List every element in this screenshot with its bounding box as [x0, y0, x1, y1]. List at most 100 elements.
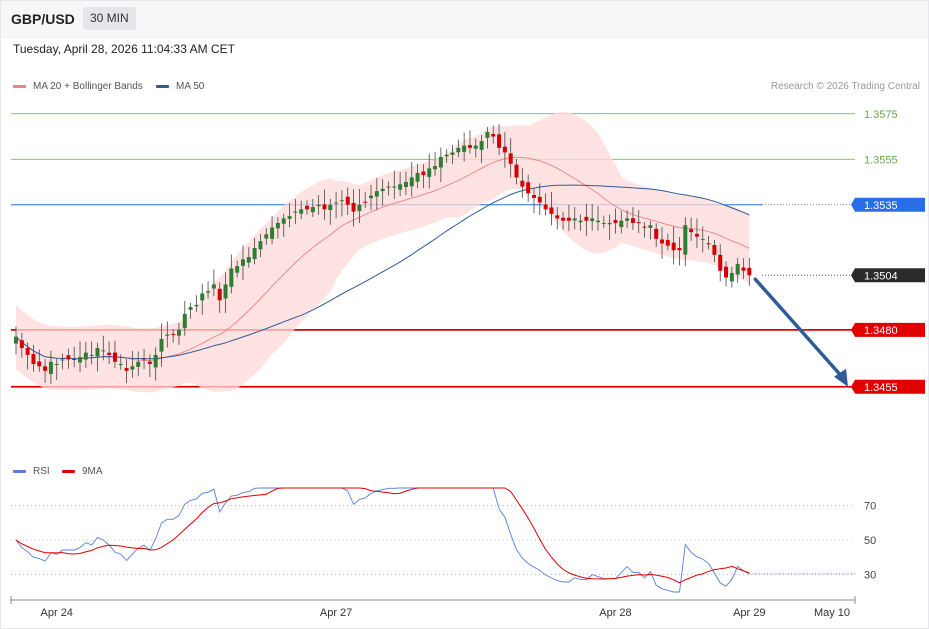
- candle-body: [473, 145, 478, 149]
- candle-body: [537, 196, 542, 203]
- legend-rsi-ma: 9MA: [62, 466, 103, 477]
- candle-body: [438, 156, 443, 168]
- candle-body: [136, 361, 141, 367]
- timeframe-button[interactable]: 30 MIN: [83, 7, 136, 30]
- candle-body: [95, 348, 100, 357]
- legend-rsi-label: RSI: [33, 466, 50, 477]
- candle-body: [37, 361, 42, 367]
- candle-body: [444, 154, 449, 157]
- candle-body: [636, 222, 641, 224]
- candle-body: [66, 355, 71, 360]
- candle-body: [54, 364, 59, 365]
- candle-body: [526, 182, 531, 194]
- rsi-ma-line: [15, 487, 750, 584]
- legend-bollinger: MA 20 + Bollinger Bands: [13, 81, 143, 92]
- candle-body: [409, 177, 414, 187]
- pivot-label: 1.3535: [864, 200, 898, 212]
- candle-body: [25, 348, 30, 355]
- candle-body: [345, 196, 350, 205]
- candle-body: [497, 134, 502, 148]
- candle-body: [508, 153, 513, 164]
- candle-body: [665, 240, 670, 246]
- candles: [14, 124, 752, 385]
- candle-body: [741, 267, 746, 271]
- candle-body: [305, 205, 309, 210]
- candle-body: [724, 266, 729, 278]
- price-levels: 1.3575 1.3555 1.3535 1.3504 1.3480 1.3455: [11, 109, 925, 394]
- candle-body: [450, 152, 455, 155]
- candle-body: [78, 357, 83, 363]
- candle-body: [229, 268, 234, 287]
- candle-body: [613, 220, 618, 223]
- candle-body: [83, 352, 88, 360]
- candle-body: [462, 145, 467, 152]
- candle-body: [427, 168, 432, 177]
- candle-body: [433, 166, 438, 170]
- candle-body: [543, 204, 548, 210]
- candle-body: [60, 359, 65, 361]
- x-tick-label: Apr 29: [733, 607, 765, 619]
- target-label: 1.3575: [864, 109, 898, 121]
- candle-body: [566, 217, 571, 221]
- chart-header: GBP/USD 30 MIN: [0, 0, 929, 38]
- candle-body: [89, 354, 94, 356]
- candle-body: [240, 259, 245, 266]
- ma50-swatch: [156, 85, 169, 88]
- legend-bollinger-label: MA 20 + Bollinger Bands: [33, 81, 143, 92]
- candle-body: [619, 220, 624, 228]
- pivot-tag: [851, 197, 925, 212]
- candle-body: [48, 361, 53, 374]
- candle-body: [601, 222, 606, 224]
- candle-body: [107, 352, 112, 355]
- candle-body: [386, 186, 391, 188]
- candle-body: [43, 366, 48, 371]
- rsi-tick-label: 70: [864, 500, 876, 512]
- rsi-panel: 70 50 30: [11, 487, 876, 593]
- candle-body: [694, 233, 699, 237]
- support-tag: [851, 322, 925, 337]
- symbol-title: GBP/USD: [11, 11, 75, 27]
- candle-body: [363, 201, 368, 203]
- candle-body: [281, 218, 286, 224]
- candle-body: [206, 291, 211, 293]
- legend-ma50: MA 50: [156, 81, 204, 92]
- candle-body: [310, 207, 315, 213]
- candle-body: [479, 141, 484, 150]
- candle-body: [112, 352, 117, 362]
- rsi-tick-label: 30: [864, 570, 876, 582]
- legend-rsi: RSI: [13, 466, 50, 477]
- candle-body: [671, 242, 676, 251]
- support-label: 1.3455: [864, 382, 898, 394]
- candle-body: [316, 204, 321, 207]
- candle-body: [188, 307, 193, 310]
- candle-body: [72, 358, 77, 360]
- research-credit: Research © 2026 Trading Central: [770, 81, 920, 92]
- legend-ma50-label: MA 50: [176, 81, 205, 92]
- candle-body: [415, 172, 420, 182]
- candle-body: [182, 313, 187, 329]
- candle-body: [293, 211, 298, 213]
- candle-body: [357, 204, 362, 212]
- candle-body: [421, 171, 426, 176]
- candle-body: [351, 202, 356, 212]
- candle-body: [171, 333, 176, 335]
- support-tag: [851, 379, 925, 394]
- candle-body: [549, 207, 554, 214]
- candle-body: [706, 243, 711, 245]
- candle-body: [735, 263, 740, 275]
- x-tick-label: May 10: [814, 607, 850, 619]
- candle-body: [165, 334, 170, 336]
- candle-body: [124, 368, 129, 371]
- candle-body: [502, 146, 507, 153]
- candle-body: [642, 226, 647, 228]
- candle-body: [625, 218, 630, 221]
- candle-body: [118, 364, 123, 365]
- candle-body: [299, 209, 304, 214]
- candle-body: [264, 234, 269, 239]
- candle-body: [380, 188, 385, 192]
- candle-body: [531, 195, 536, 198]
- candle-body: [159, 338, 164, 352]
- candle-body: [555, 215, 560, 219]
- candle-body: [142, 358, 147, 360]
